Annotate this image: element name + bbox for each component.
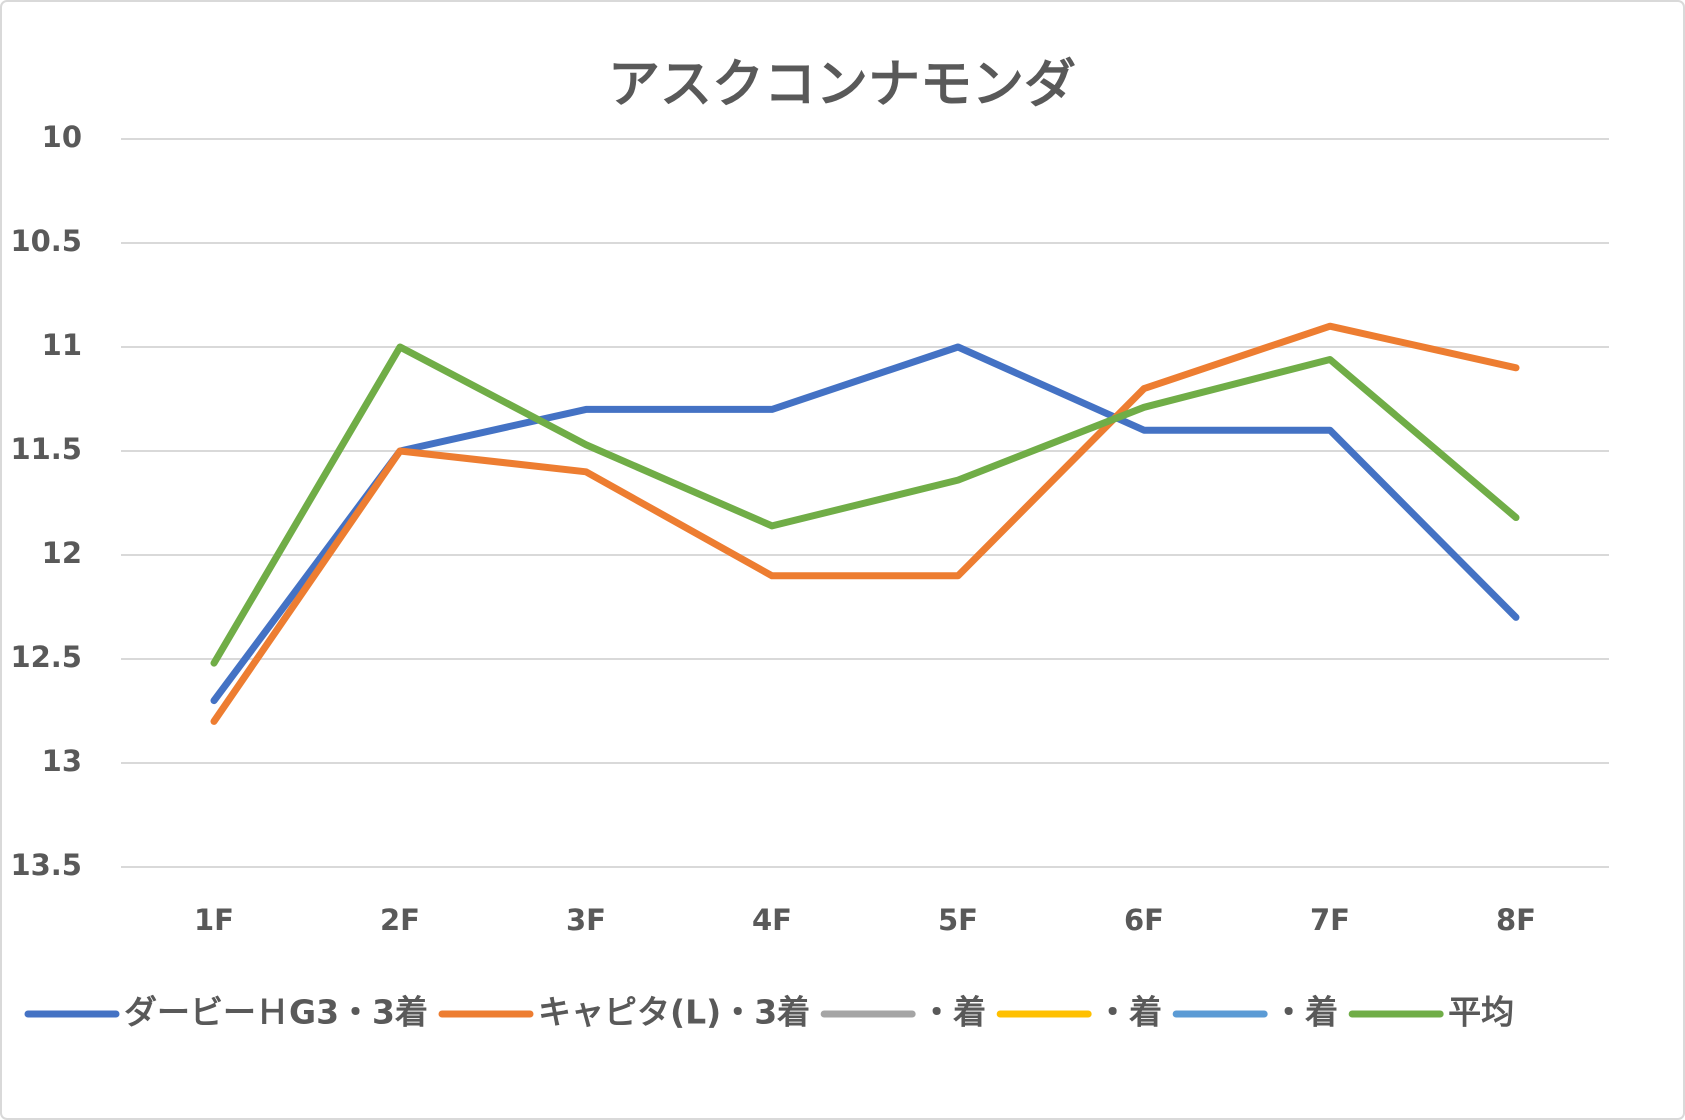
y-tick-label: 11.5 — [10, 432, 82, 466]
x-tick-label: 8F — [1496, 903, 1536, 937]
series-line — [210, 343, 1520, 705]
series-line — [210, 343, 1520, 667]
y-tick-label: 13.5 — [10, 848, 82, 882]
legend-label: ダービーＨG3・3着 — [124, 993, 428, 1032]
x-tick-label: 4F — [752, 903, 792, 937]
y-tick-label: 11 — [42, 328, 82, 362]
legend-label: ・着 — [920, 993, 986, 1032]
x-tick-label: 3F — [566, 903, 606, 937]
x-tick-label: 5F — [938, 903, 978, 937]
legend-label: ・着 — [1096, 993, 1162, 1032]
legend-label: 平均 — [1448, 993, 1514, 1032]
legend-label: キャピタ(L)・3着 — [538, 993, 810, 1032]
x-tick-label: 1F — [194, 903, 234, 937]
x-tick-label: 2F — [380, 903, 420, 937]
y-tick-label: 13 — [42, 744, 82, 778]
x-tick-label: 6F — [1124, 903, 1164, 937]
series-line — [210, 322, 1520, 725]
y-tick-label: 10.5 — [10, 224, 82, 258]
legend-label: ・着 — [1272, 993, 1338, 1032]
chart-title: アスクコンナモンダ — [608, 55, 1076, 115]
y-tick-label: 12.5 — [10, 640, 82, 674]
y-tick-label: 10 — [42, 120, 82, 154]
y-tick-label: 12 — [42, 536, 82, 570]
x-tick-label: 7F — [1310, 903, 1350, 937]
